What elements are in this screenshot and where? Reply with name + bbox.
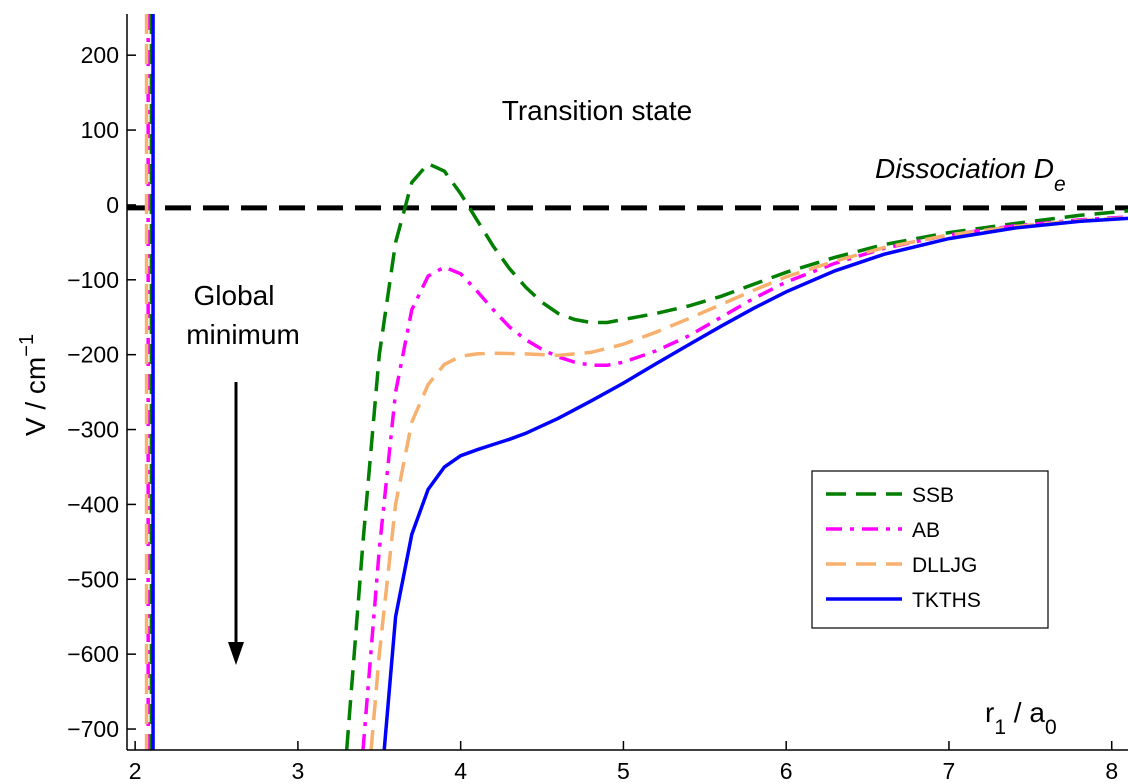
series-line-dlljg (369, 215, 1128, 750)
series-line-ssb (344, 161, 1128, 750)
y-tick-label: −500 (67, 566, 119, 592)
x-tick-label: 6 (780, 758, 793, 784)
y-axis-label: V / cm−1 (16, 334, 51, 436)
legend-label-ssb: SSB (912, 484, 954, 507)
annotations: Transition state Global minimum Dissocia… (16, 95, 1066, 739)
y-tick-label: −300 (67, 417, 119, 443)
x-tick-label: 4 (454, 758, 467, 784)
y-tick-label: 0 (106, 192, 119, 218)
dissociation-label: Dissociation De (875, 153, 1066, 196)
x-axis-label: r1 / a0 (985, 697, 1057, 739)
legend-label-tkths: TKTHS (912, 589, 981, 612)
y-tick-label: −600 (67, 641, 119, 667)
legend-label-ab: AB (912, 519, 940, 542)
legend-label-dlljg: DLLJG (912, 554, 977, 577)
legend-box (811, 470, 1049, 629)
x-tick-label: 2 (129, 758, 142, 784)
x-tick-label: 7 (943, 758, 956, 784)
ticks: 2 3 4 5 6 7 8 200 100 0 −100 −200 −300 −400 −500 −600 −7… (67, 42, 1118, 784)
global-minimum-label-line2: minimum (186, 319, 300, 350)
series-line-tkths (382, 216, 1128, 750)
y-tick-label: 200 (81, 42, 119, 68)
y-tick-label: −400 (67, 491, 119, 517)
global-minimum-arrow (228, 382, 244, 665)
series-line-ab (361, 215, 1128, 750)
axes (126, 14, 1128, 751)
y-tick-label: −700 (67, 716, 119, 742)
x-tick-label: 8 (1105, 758, 1118, 784)
x-tick-label: 5 (617, 758, 630, 784)
legend: SSB AB DLLJG TKTHS (811, 470, 1049, 629)
global-minimum-label-line1: Global (194, 280, 275, 311)
transition-state-label: Transition state (502, 95, 692, 126)
series-layer (127, 14, 1128, 750)
y-tick-label: 100 (81, 117, 119, 143)
y-tick-label: −200 (67, 342, 119, 368)
x-tick-label: 3 (292, 758, 305, 784)
y-tick-label: −100 (67, 267, 119, 293)
